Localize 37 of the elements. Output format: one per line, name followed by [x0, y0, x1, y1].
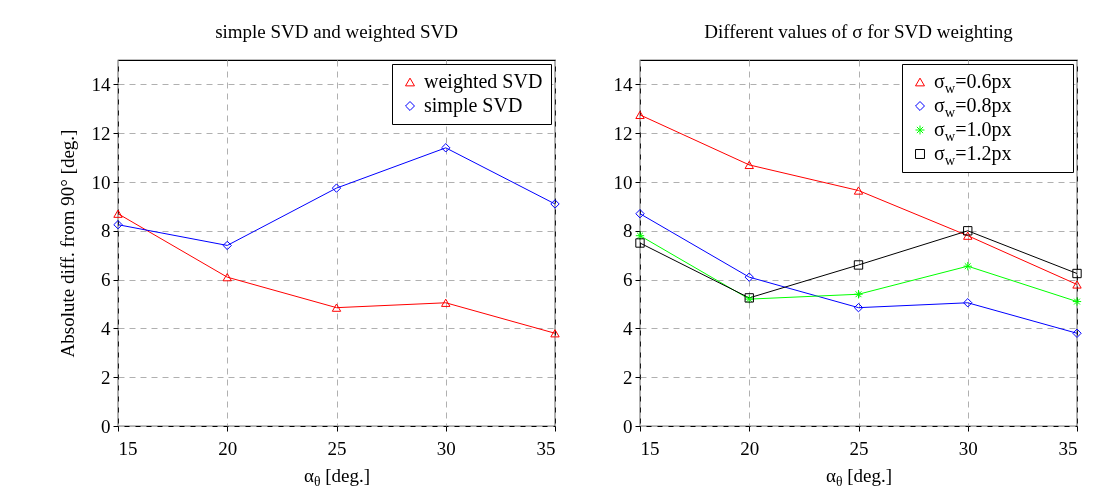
y-tick-label: 6 [623, 269, 633, 291]
legend-label: σ$_{w}$=1.0px [934, 118, 1012, 144]
x-tick-label: 35 [1058, 437, 1078, 459]
y-tick-label: 0 [101, 415, 111, 437]
x-tick-label: 20 [218, 437, 238, 459]
y-tick-label: 2 [623, 366, 633, 388]
y-axis-title: Absolute diff. from 90° [deg.] [56, 129, 78, 358]
y-tick-label: 4 [623, 317, 633, 339]
legend-label: simple SVD [424, 94, 523, 117]
y-tick-label: 10 [91, 171, 111, 193]
legend-label: σ$_{w}$=1.2px [934, 142, 1012, 168]
legend-label: weighted SVD [424, 70, 543, 93]
x-tick-label: 35 [536, 437, 556, 459]
y-tick-label: 12 [613, 122, 633, 144]
y-tick-label: 4 [101, 317, 111, 339]
chart-title: simple SVD and weighted SVD [215, 21, 458, 42]
x-tick-label: 25 [327, 437, 347, 459]
legend-label: σ$_{w}$=0.8px [934, 94, 1012, 120]
y-tick-label: 8 [623, 220, 633, 242]
legend-label: σ$_{w}$=0.6px [934, 70, 1012, 96]
y-tick-label: 14 [613, 73, 633, 95]
chart-title: Different values of σ for SVD weighting [704, 21, 1014, 42]
x-tick-label: 15 [118, 437, 138, 459]
y-tick-label: 14 [91, 73, 111, 95]
x-tick-label: 25 [849, 437, 869, 459]
y-tick-label: 8 [101, 220, 111, 242]
y-tick-label: 12 [91, 122, 111, 144]
x-tick-label: 30 [436, 437, 456, 459]
x-tick-label: 20 [740, 437, 760, 459]
y-tick-label: 0 [623, 415, 633, 437]
x-tick-label: 15 [640, 437, 660, 459]
x-tick-label: 30 [958, 437, 978, 459]
y-tick-label: 6 [101, 269, 111, 291]
x-axis-title: α$_{θ}$ [deg.] [303, 464, 371, 490]
x-axis-title: α$_{θ}$ [deg.] [825, 464, 893, 490]
y-tick-label: 10 [613, 171, 633, 193]
y-tick-label: 2 [101, 366, 111, 388]
